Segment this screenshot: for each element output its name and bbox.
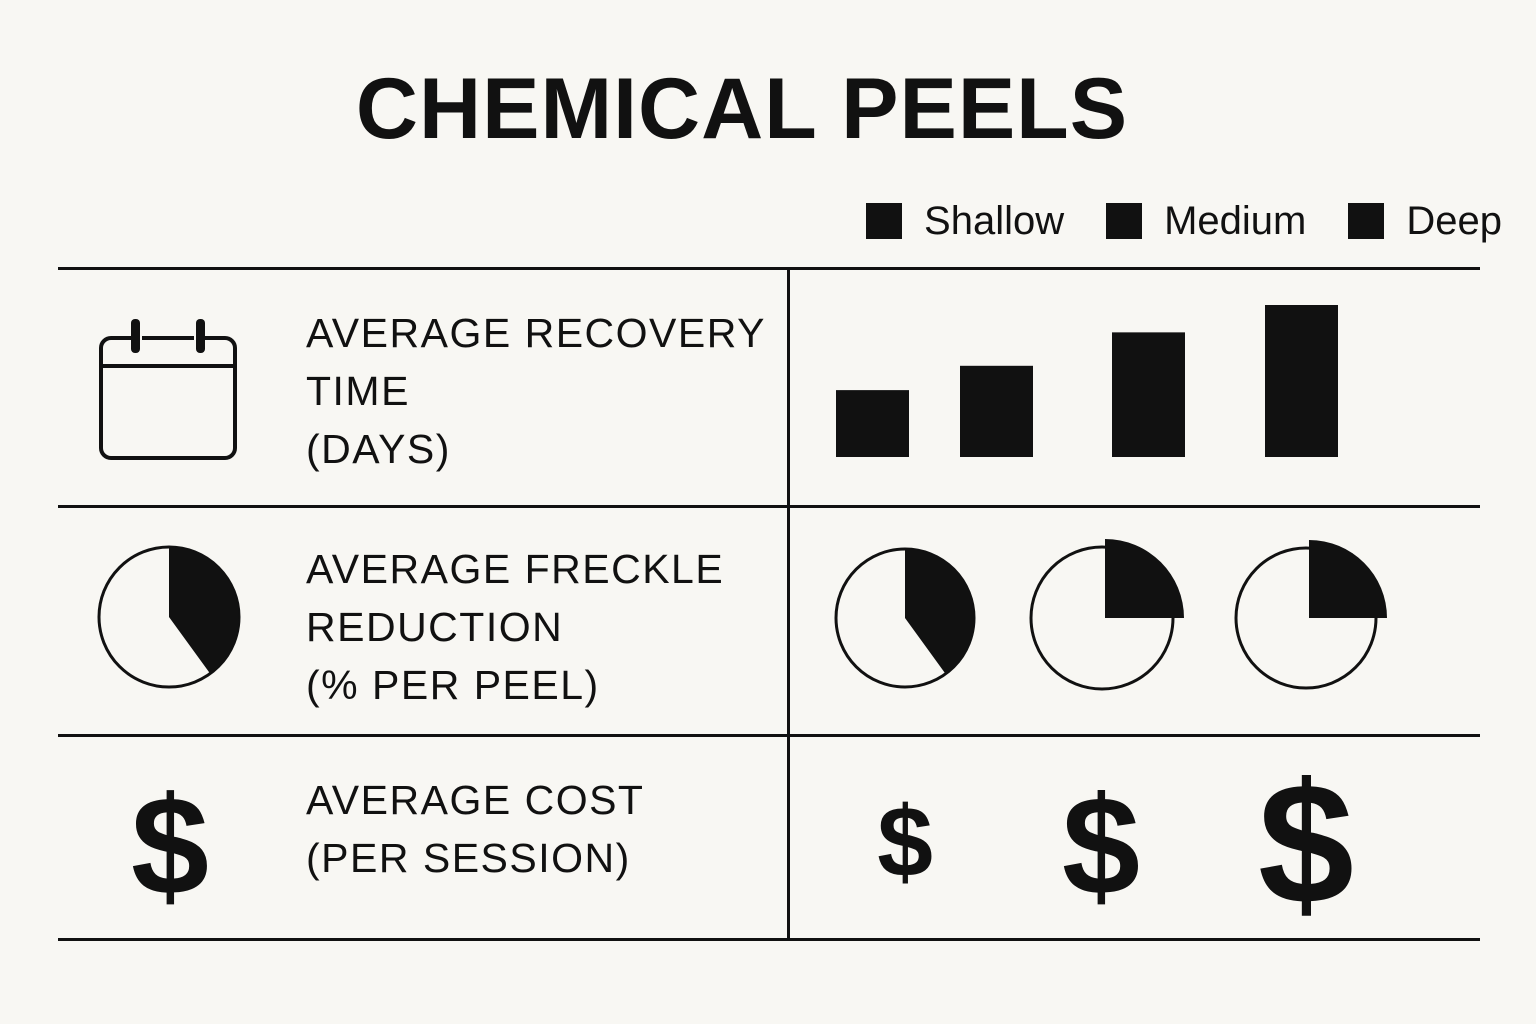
- cost-mark-medium: $: [1062, 767, 1140, 924]
- legend-label-medium: Medium: [1164, 198, 1307, 243]
- row-label-recovery: AVERAGE RECOVERY TIME (DAYS): [306, 310, 766, 472]
- recovery-bar-3: [1112, 332, 1185, 457]
- legend-item-shallow: Shallow: [866, 199, 1064, 244]
- recovery-bar-4: [1265, 305, 1338, 457]
- row-label-cost: AVERAGE COST (PER SESSION): [306, 777, 645, 881]
- cost-mark-shallow: $: [877, 786, 933, 898]
- legend: Shallow Medium Deep: [866, 198, 1502, 244]
- freckle-pie-charts: [834, 539, 1387, 691]
- pie-icon: [96, 544, 242, 690]
- legend-swatch-deep: [1348, 203, 1385, 239]
- recovery-bar-chart: [836, 305, 1338, 457]
- table-top-rule: [58, 267, 1480, 270]
- table-bottom-rule: [58, 938, 1480, 941]
- cost-mark-deep: $: [1258, 747, 1354, 940]
- page-title: CHEMICAL PEELS: [355, 61, 1129, 157]
- row-divider-1: [58, 505, 1480, 508]
- row-divider-2: [58, 734, 1480, 737]
- recovery-bar-2: [960, 365, 1033, 457]
- legend-label-shallow: Shallow: [924, 198, 1065, 243]
- legend-swatch-medium: [1106, 203, 1143, 239]
- row-label-freckle: AVERAGE FRECKLE REDUCTION (% PER PEEL): [306, 546, 725, 708]
- column-divider: [787, 268, 790, 940]
- legend-item-deep: Deep: [1348, 199, 1502, 244]
- recovery-bar-1: [836, 390, 909, 457]
- legend-label-deep: Deep: [1406, 198, 1502, 243]
- legend-item-medium: Medium: [1106, 199, 1306, 244]
- dollar-icon: $: [131, 767, 209, 924]
- pie-slice-deep: [1309, 540, 1387, 618]
- pie-slice-shallow: [905, 549, 974, 674]
- legend-swatch-shallow: [866, 203, 903, 239]
- calendar-icon: [98, 316, 238, 462]
- pie-slice-medium: [1105, 539, 1184, 618]
